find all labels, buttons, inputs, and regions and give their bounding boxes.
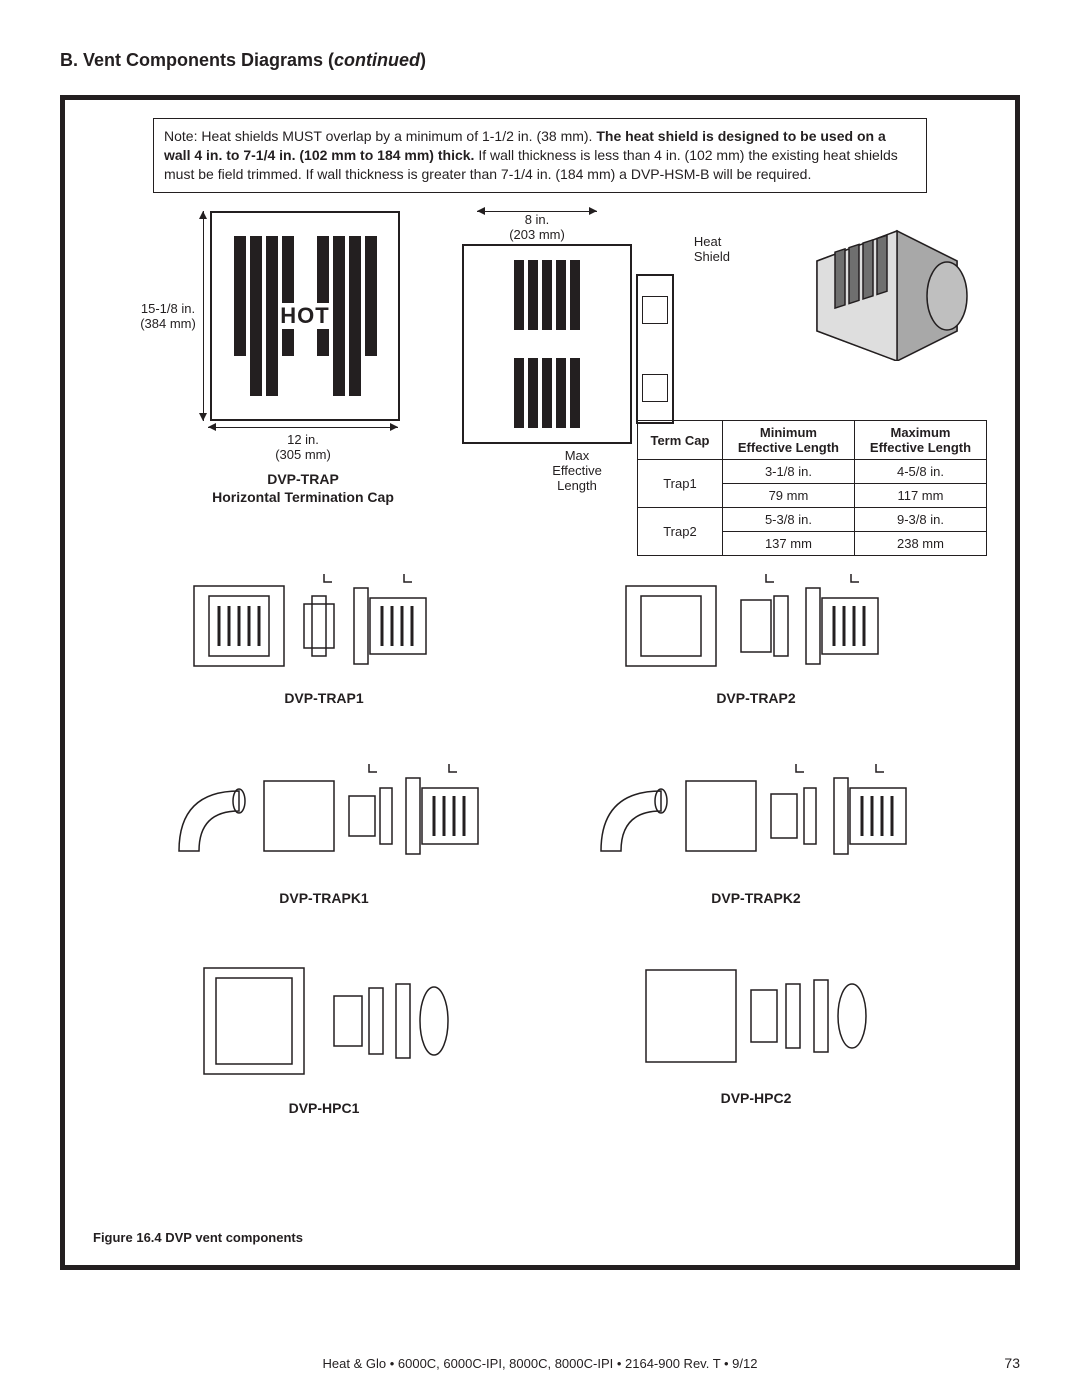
th-max: Maximum Effective Length bbox=[854, 421, 986, 460]
comp-label: DVP-TRAP1 bbox=[123, 690, 525, 706]
comp-dvp-trapk1: DVP-TRAPK1 bbox=[123, 756, 525, 906]
td-min-in: 5-3/8 in. bbox=[722, 508, 854, 532]
dim-arrow-v bbox=[203, 211, 204, 421]
td-cap: Trap1 bbox=[638, 460, 723, 508]
hot-cap-title-2: Horizontal Termination Cap bbox=[203, 488, 403, 506]
hot-cap-width-dim: 12 in. (305 mm) bbox=[203, 432, 403, 462]
diagram-frame: Note: Heat shields MUST overlap by a min… bbox=[60, 95, 1020, 1270]
comp-label: DVP-TRAPK1 bbox=[123, 890, 525, 906]
table-row: Trap2 5-3/8 in. 9-3/8 in. bbox=[638, 508, 987, 532]
comp-dvp-trap1: DVP-TRAP1 bbox=[123, 566, 525, 706]
hot-cap-drawing: HOT bbox=[210, 211, 400, 421]
th-termcap: Term Cap bbox=[638, 421, 723, 460]
hot-cap-title: DVP-TRAP Horizontal Termination Cap bbox=[203, 470, 403, 506]
td-max-mm: 117 mm bbox=[854, 484, 986, 508]
td-max-mm: 238 mm bbox=[854, 532, 986, 556]
heat-shield-label: Heat Shield bbox=[694, 234, 730, 264]
heat-shield-block: 8 in. (203 mm) Heat Shield Max Effective… bbox=[427, 211, 667, 493]
comp-label: DVP-TRAP2 bbox=[555, 690, 957, 706]
table-header-row: Term Cap Minimum Effective Length Maximu… bbox=[638, 421, 987, 460]
section-title-continued: continued bbox=[334, 50, 420, 70]
hot-cap-block: 15-1/8 in. (384 mm) HOT bbox=[133, 211, 403, 506]
th-min: Minimum Effective Length bbox=[722, 421, 854, 460]
dim-arrow-h bbox=[208, 427, 398, 428]
table-row: Trap1 3-1/8 in. 4-5/8 in. bbox=[638, 460, 987, 484]
hot-label: HOT bbox=[280, 303, 329, 329]
comp-dvp-trap2: DVP-TRAP2 bbox=[555, 566, 957, 706]
comp-label: DVP-TRAPK2 bbox=[555, 890, 957, 906]
td-max-in: 4-5/8 in. bbox=[854, 460, 986, 484]
note-box: Note: Heat shields MUST overlap by a min… bbox=[153, 118, 927, 193]
heat-shield-drawing: Heat Shield bbox=[462, 244, 632, 444]
hot-cap-height-dim: 15-1/8 in. (384 mm) bbox=[133, 301, 203, 331]
page-number: 73 bbox=[1004, 1355, 1020, 1371]
rendered-cap bbox=[777, 211, 977, 361]
td-min-mm: 79 mm bbox=[722, 484, 854, 508]
heat-shield-side bbox=[636, 274, 674, 424]
comp-dvp-hpc2: DVP-HPC2 bbox=[555, 956, 957, 1116]
hot-cap-title-1: DVP-TRAP bbox=[203, 470, 403, 488]
td-min-in: 3-1/8 in. bbox=[722, 460, 854, 484]
spec-table: Term Cap Minimum Effective Length Maximu… bbox=[637, 420, 987, 556]
hs-top-arrow bbox=[477, 211, 597, 212]
comp-label: DVP-HPC1 bbox=[123, 1100, 525, 1116]
component-grid: DVP-TRAP1 DVP-TRAP2 bbox=[93, 566, 987, 1116]
figure-caption: Figure 16.4 DVP vent components bbox=[93, 1230, 303, 1245]
section-title: B. Vent Components Diagrams (continued) bbox=[60, 50, 1020, 71]
section-title-suffix: ) bbox=[420, 50, 426, 70]
hs-top-dim: 8 in. (203 mm) bbox=[407, 212, 667, 242]
section-title-prefix: B. Vent Components Diagrams ( bbox=[60, 50, 334, 70]
note-lead: Note: Heat shields MUST overlap by a min… bbox=[164, 128, 596, 144]
comp-dvp-hpc1: DVP-HPC1 bbox=[123, 956, 525, 1116]
td-min-mm: 137 mm bbox=[722, 532, 854, 556]
td-max-in: 9-3/8 in. bbox=[854, 508, 986, 532]
comp-label: DVP-HPC2 bbox=[555, 1090, 957, 1106]
td-cap: Trap2 bbox=[638, 508, 723, 556]
comp-dvp-trapk2: DVP-TRAPK2 bbox=[555, 756, 957, 906]
page-footer: Heat & Glo • 6000C, 6000C-IPI, 8000C, 80… bbox=[0, 1356, 1080, 1371]
